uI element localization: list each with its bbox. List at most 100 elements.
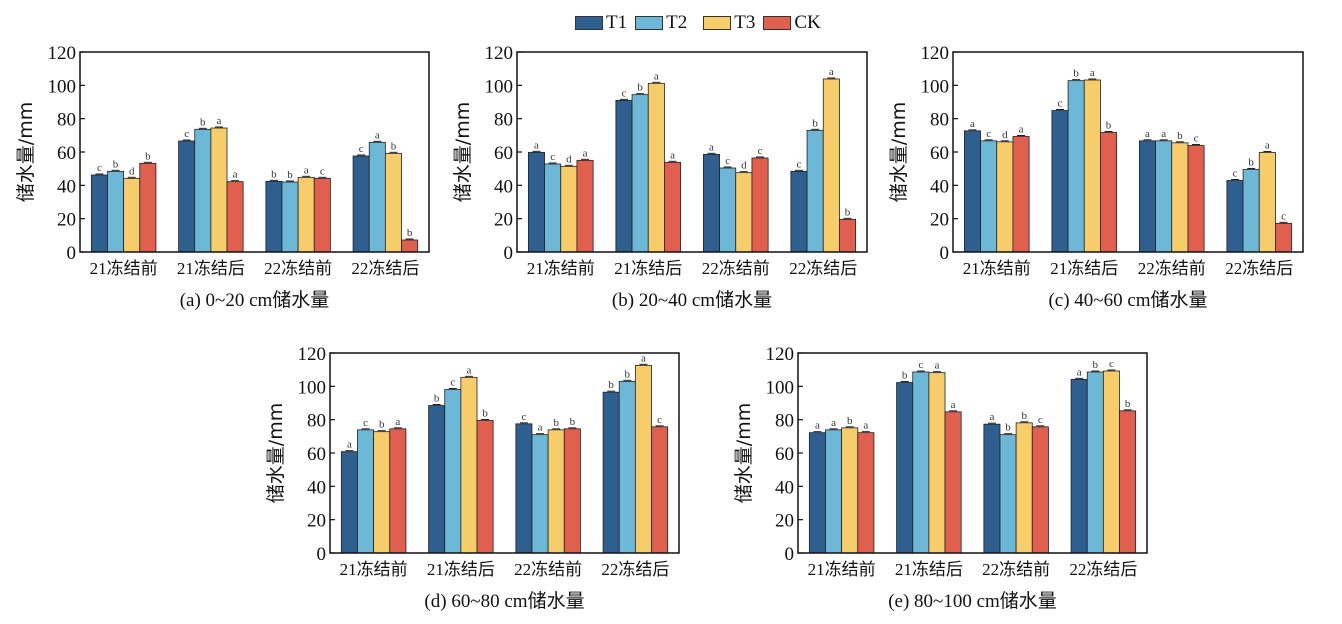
bar-t1	[602, 391, 620, 554]
significance-label: c	[758, 145, 763, 157]
y-tick-label: 100	[485, 76, 514, 97]
plot-frame	[952, 51, 1304, 253]
y-axis-label: 储水量/mm	[265, 403, 287, 503]
y-axis-label: 储水量/mm	[15, 102, 37, 202]
bar-ck	[576, 159, 594, 253]
y-tick-label: 100	[766, 377, 795, 398]
y-tick-label: 0	[317, 544, 327, 565]
bar-t2	[1242, 169, 1260, 253]
bar-t2	[1155, 140, 1173, 253]
significance-label: a	[831, 417, 836, 429]
plot-frame	[79, 51, 430, 253]
significance-label: b	[113, 158, 119, 170]
significance-label: b	[1106, 120, 1112, 132]
bar-t3	[560, 165, 578, 253]
x-tick-label: 21冻结后	[1050, 259, 1118, 278]
significance-label: a	[233, 169, 238, 181]
chart-caption: (e) 80~100 cm储水量	[888, 590, 1057, 612]
bar-ck	[1100, 132, 1118, 253]
x-tick-label: 22冻结前	[514, 560, 582, 579]
significance-label: a	[654, 70, 659, 82]
y-tick-label: 0	[940, 243, 950, 264]
y-tick-label: 80	[494, 110, 513, 131]
y-tick-label: 120	[921, 43, 950, 64]
significance-label: a	[951, 399, 956, 411]
y-tick-label: 60	[307, 444, 326, 465]
legend-label-t1: T1	[606, 12, 628, 33]
bar-ck	[563, 428, 581, 554]
x-tick-label: 22冻结前	[1138, 259, 1206, 278]
y-axis-label: 储水量/mm	[888, 102, 910, 202]
bar-t3	[1015, 422, 1033, 554]
significance-label: b	[1073, 68, 1079, 80]
x-tick-label: 21冻结前	[963, 259, 1031, 278]
bar-t3	[928, 372, 946, 554]
bar-t2	[618, 380, 636, 554]
legend-label-t2: T2	[666, 12, 688, 33]
y-tick-label: 0	[504, 243, 514, 264]
bar-ck	[389, 428, 407, 554]
legend-swatch-t3	[703, 16, 732, 30]
significance-label: b	[902, 370, 908, 382]
significance-label: b	[1248, 157, 1254, 169]
significance-label: b	[1093, 359, 1099, 371]
bar-t1	[340, 451, 358, 554]
x-tick-label: 21冻结前	[340, 560, 408, 579]
legend-item-t1: T1	[575, 13, 627, 33]
significance-label: c	[450, 377, 455, 389]
significance-label: a	[641, 352, 646, 364]
bar-t3	[735, 172, 753, 253]
bar-t3	[1102, 370, 1120, 554]
significance-label: b	[570, 416, 576, 428]
significance-label: b	[608, 379, 614, 391]
bar-ck	[226, 181, 244, 253]
bar-t2	[544, 163, 562, 253]
bar-t3	[1258, 152, 1276, 253]
y-tick-label: 100	[48, 76, 77, 97]
x-tick-label: 21冻结后	[177, 259, 245, 278]
significance-label: b	[812, 117, 818, 129]
legend-swatch-t2	[635, 16, 664, 30]
bar-t3	[822, 78, 840, 253]
plot-frame	[516, 51, 868, 253]
y-tick-label: 0	[67, 243, 77, 264]
chart-caption: (a) 0~20 cm储水量	[180, 289, 330, 311]
bar-t3	[1171, 142, 1189, 253]
chart-caption: (c) 40~60 cm储水量	[1048, 289, 1207, 311]
y-axis-label: 储水量/mm	[452, 102, 474, 202]
bar-t1	[983, 423, 1001, 554]
legend-label-ck: CK	[794, 12, 821, 33]
significance-label: b	[1177, 130, 1183, 142]
significance-label: a	[989, 411, 994, 423]
y-tick-label: 80	[775, 411, 794, 432]
significance-label: b	[553, 417, 559, 429]
chart-caption: (d) 60~80 cm储水量	[424, 590, 584, 612]
y-tick-label: 40	[57, 176, 76, 197]
significance-label: b	[482, 408, 488, 420]
bar-t3	[647, 82, 665, 253]
significance-label: a	[1090, 67, 1095, 79]
x-tick-label: 22冻结前	[982, 560, 1050, 579]
y-tick-label: 40	[307, 477, 326, 498]
bar-ck	[313, 177, 331, 253]
bar-t2	[912, 371, 930, 554]
significance-label: c	[918, 359, 923, 371]
significance-label: a	[815, 420, 820, 432]
bar-t2	[719, 167, 737, 253]
significance-label: a	[1265, 140, 1270, 152]
x-tick-label: 22冻结后	[351, 259, 419, 278]
significance-label: c	[797, 158, 802, 170]
significance-label: a	[970, 118, 975, 130]
bar-t2	[444, 389, 462, 554]
y-tick-label: 60	[775, 444, 794, 465]
bar-t2	[825, 429, 843, 554]
bar-ck	[1187, 145, 1205, 253]
significance-label: a	[538, 422, 543, 434]
y-tick-label: 20	[494, 210, 513, 231]
x-tick-label: 22冻结前	[264, 259, 332, 278]
bar-ck	[401, 239, 419, 253]
x-tick-label: 22冻结后	[1225, 259, 1293, 278]
y-tick-label: 120	[48, 43, 77, 64]
